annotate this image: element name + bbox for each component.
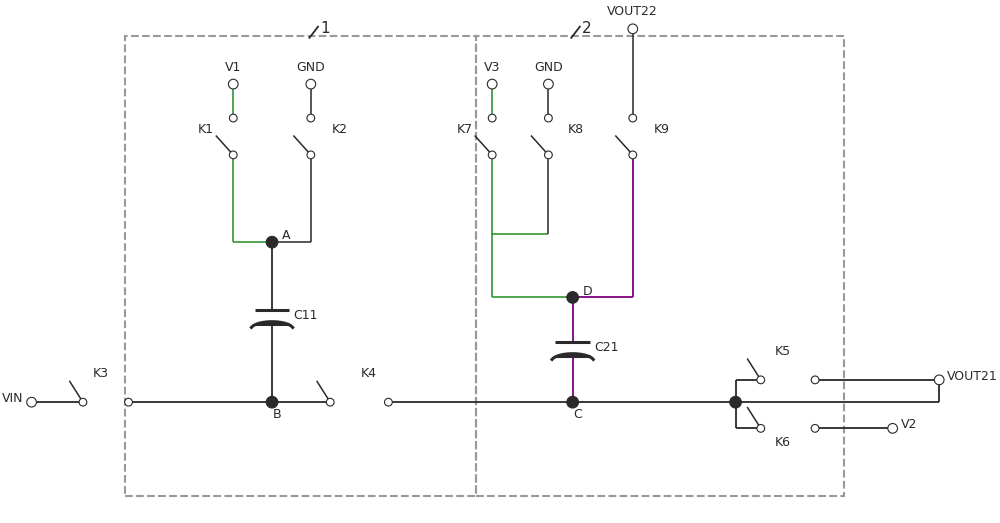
- Circle shape: [545, 151, 552, 159]
- Text: VOUT21: VOUT21: [947, 370, 998, 383]
- Circle shape: [888, 424, 898, 433]
- Circle shape: [229, 151, 237, 159]
- Circle shape: [757, 376, 765, 384]
- Circle shape: [229, 114, 237, 122]
- Circle shape: [934, 375, 944, 385]
- Text: V2: V2: [900, 418, 917, 431]
- Text: C11: C11: [293, 309, 318, 322]
- Text: K5: K5: [775, 345, 791, 358]
- Circle shape: [488, 151, 496, 159]
- Circle shape: [567, 292, 578, 303]
- Text: V1: V1: [225, 61, 241, 74]
- Circle shape: [488, 114, 496, 122]
- Circle shape: [27, 397, 36, 407]
- Circle shape: [306, 79, 316, 89]
- Text: V3: V3: [484, 61, 500, 74]
- Text: K6: K6: [775, 436, 791, 449]
- Text: K2: K2: [332, 122, 348, 135]
- Circle shape: [544, 79, 553, 89]
- Text: GND: GND: [296, 61, 325, 74]
- Circle shape: [385, 399, 392, 406]
- Circle shape: [125, 399, 132, 406]
- Circle shape: [79, 399, 87, 406]
- Circle shape: [629, 114, 637, 122]
- Text: K7: K7: [457, 122, 473, 135]
- Bar: [125, 36, 476, 496]
- Text: K4: K4: [361, 367, 377, 380]
- Text: C: C: [573, 408, 582, 420]
- Circle shape: [629, 151, 637, 159]
- Text: 1: 1: [321, 21, 330, 36]
- Text: VOUT22: VOUT22: [607, 5, 658, 18]
- Circle shape: [307, 114, 315, 122]
- Circle shape: [487, 79, 497, 89]
- Circle shape: [266, 396, 278, 408]
- Circle shape: [811, 425, 819, 432]
- Circle shape: [228, 79, 238, 89]
- Bar: [476, 36, 844, 496]
- Circle shape: [266, 236, 278, 248]
- Circle shape: [567, 396, 578, 408]
- Circle shape: [307, 151, 315, 159]
- Circle shape: [811, 376, 819, 384]
- Text: A: A: [282, 229, 290, 242]
- Text: 2: 2: [582, 21, 592, 36]
- Circle shape: [326, 399, 334, 406]
- Text: K8: K8: [567, 122, 584, 135]
- Text: VIN: VIN: [2, 392, 24, 405]
- Text: K1: K1: [198, 122, 214, 135]
- Text: B: B: [273, 408, 281, 420]
- Text: K9: K9: [654, 122, 670, 135]
- Text: GND: GND: [534, 61, 563, 74]
- Text: D: D: [582, 285, 592, 298]
- Circle shape: [730, 396, 741, 408]
- Circle shape: [545, 114, 552, 122]
- Circle shape: [628, 24, 638, 33]
- Text: K3: K3: [93, 367, 109, 380]
- Text: C21: C21: [594, 341, 618, 354]
- Circle shape: [757, 425, 765, 432]
